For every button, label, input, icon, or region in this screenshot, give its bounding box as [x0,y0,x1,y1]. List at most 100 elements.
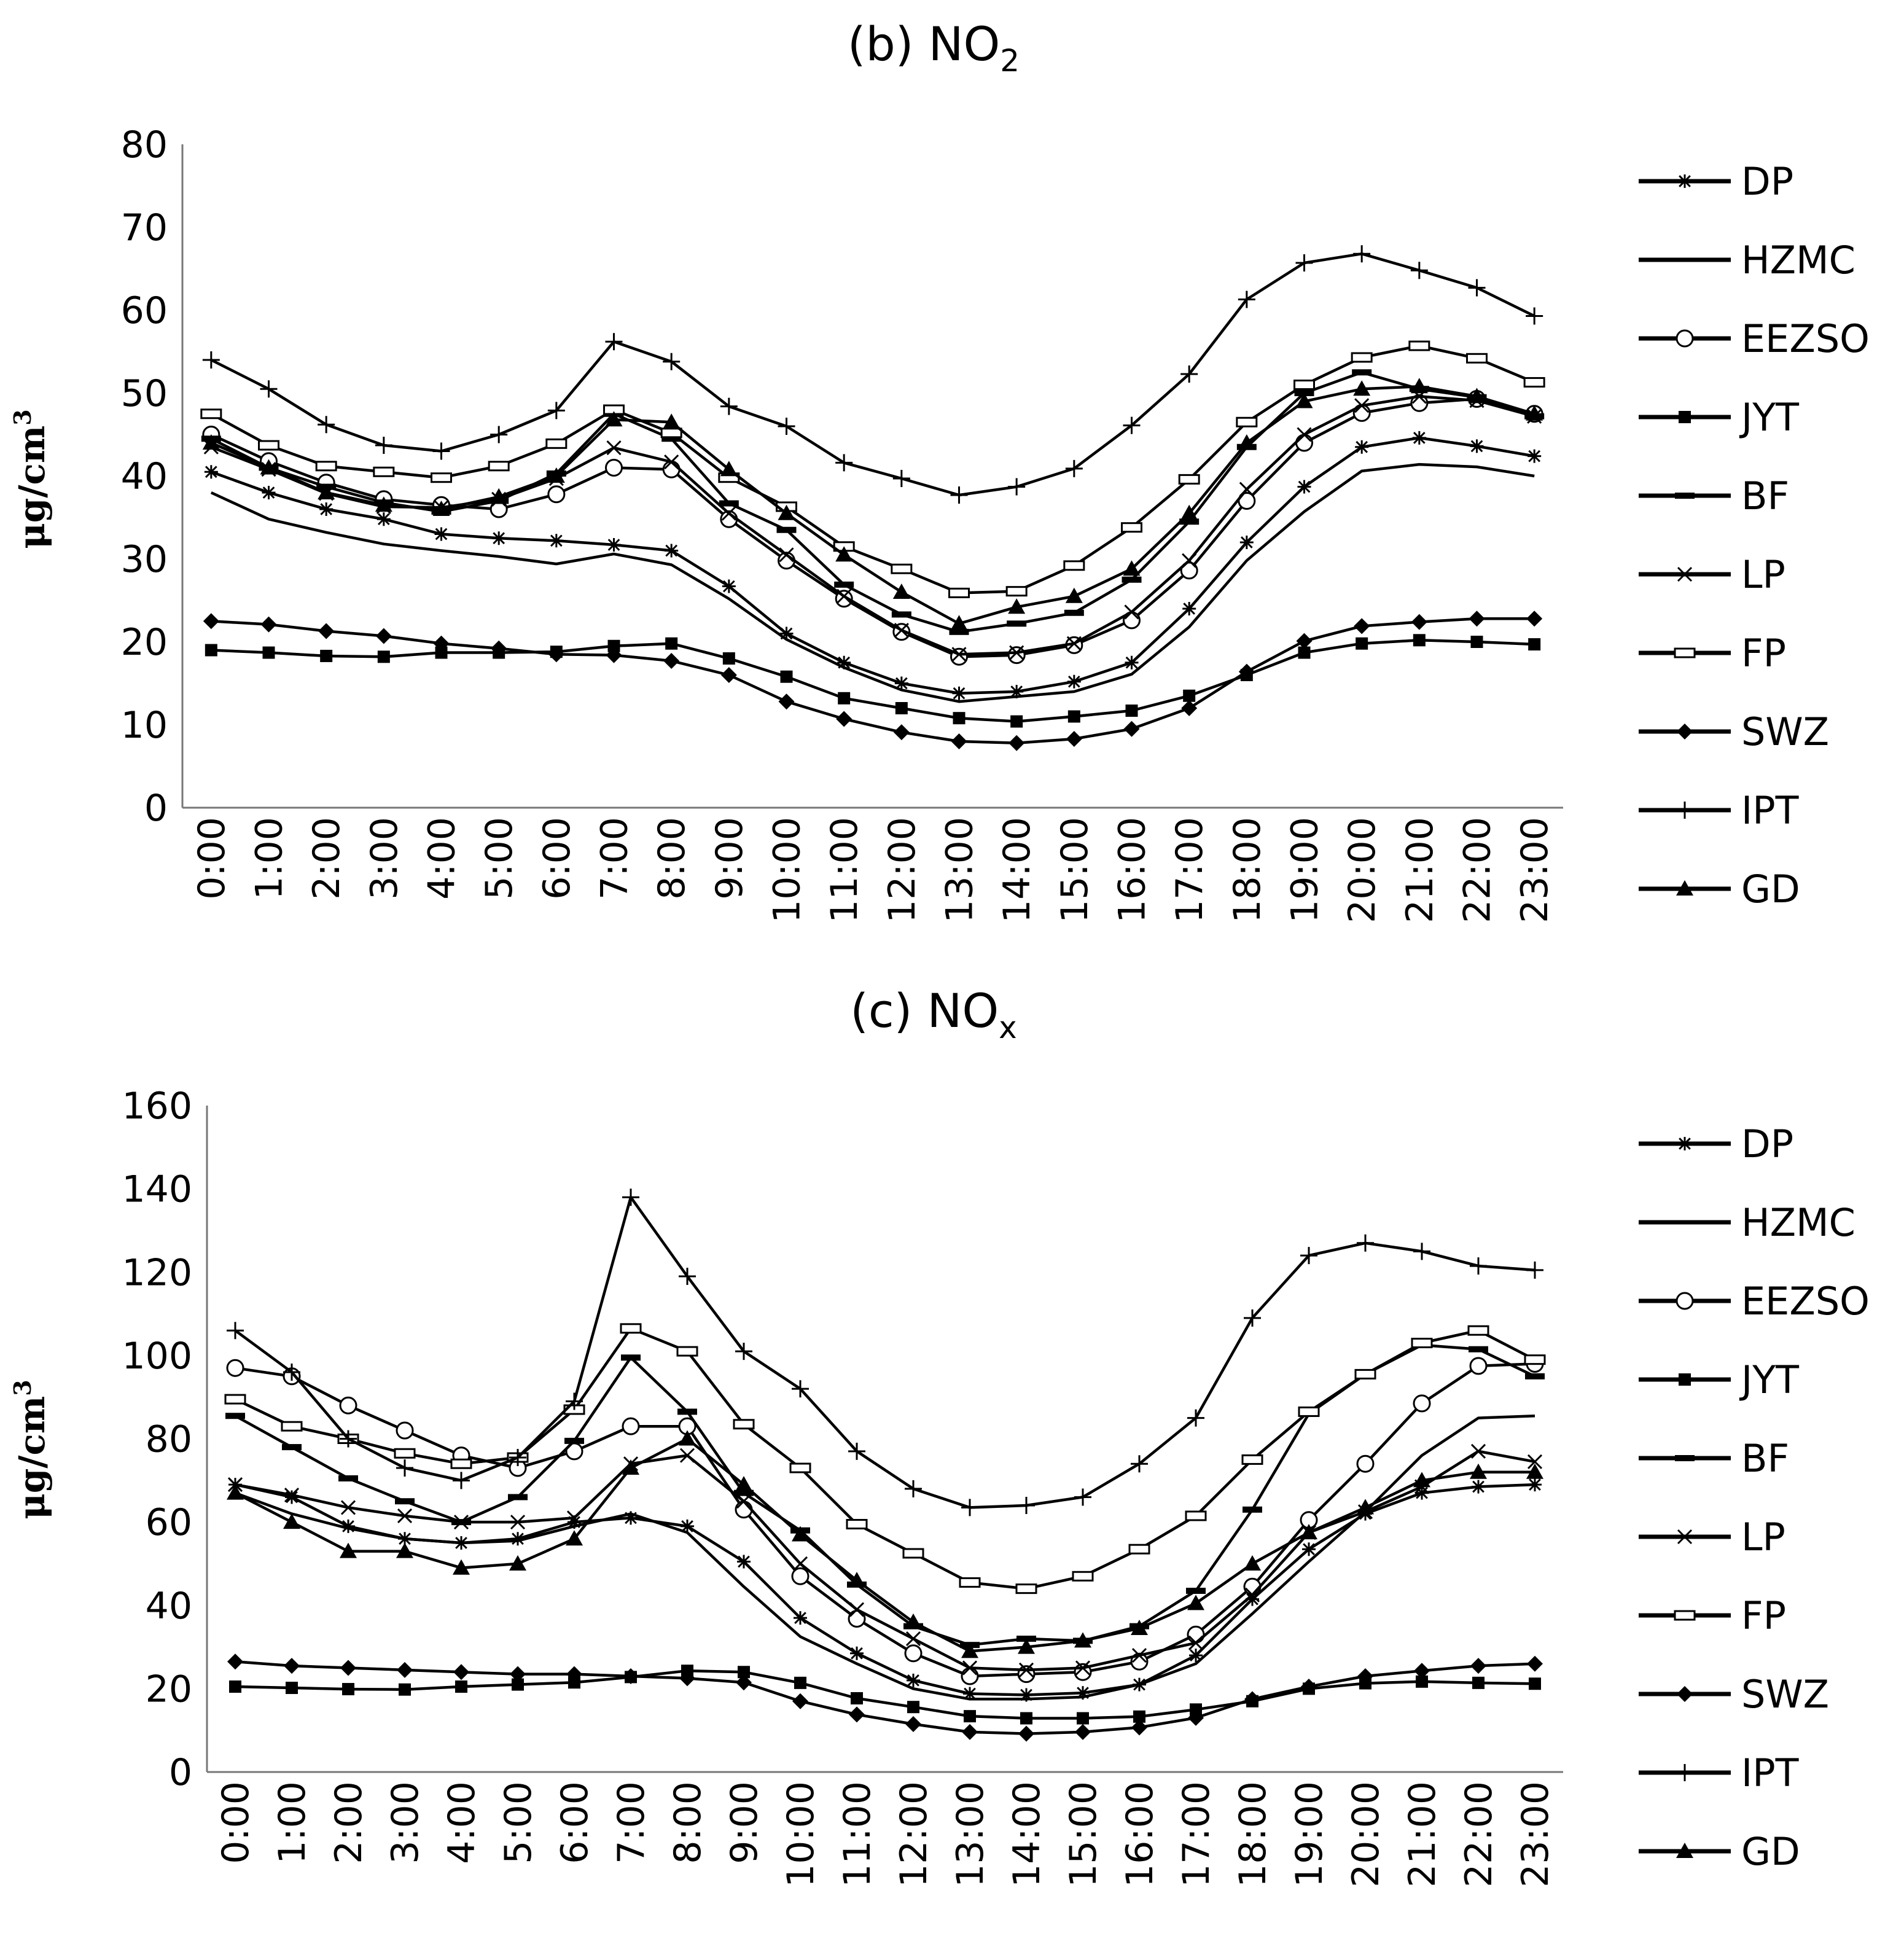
data-point-jyt [1529,1677,1541,1690]
data-point-gd [622,1459,639,1475]
data-point-jyt [342,1683,354,1696]
legend-marker-ipt [1676,802,1693,819]
series-dp [204,431,1542,700]
data-point-jyt [1067,710,1080,723]
x-tick-label: 2:00 [327,1781,370,1864]
data-point-dp [1415,1486,1429,1500]
data-point-ipt [453,1472,470,1489]
legend-entry-dp: DP [1639,159,1793,204]
data-point-fp [660,427,682,439]
data-point-swz [1238,663,1255,680]
data-point-fp [948,587,970,598]
chart-title-subscript: x [999,1010,1017,1045]
legend-label-gd: GD [1741,867,1800,911]
y-axis-label-superscript: 3 [9,1380,36,1395]
data-point-ipt [1123,416,1141,434]
data-point-lp [1297,427,1312,442]
data-point-fp [1178,474,1200,485]
x-tick-label: 12:00 [881,817,924,923]
data-point-ipt [509,1449,526,1467]
data-point-jyt [1077,1712,1089,1725]
x-tick-label: 8:00 [650,817,693,900]
data-point-jyt [455,1680,467,1693]
data-point-eezso [904,1644,923,1663]
legend-marker-gd [1676,1843,1693,1858]
data-point-fp [846,1519,868,1530]
x-tick-label: 20:00 [1341,817,1384,923]
data-point-lp [1124,604,1139,620]
legend-label-dp: DP [1741,159,1793,204]
data-point-jyt [205,644,217,657]
data-point-jyt [320,649,333,662]
data-point-gd [905,1613,922,1629]
legend-entry-jyt: JYT [1639,1357,1800,1402]
x-tick-label: 15:00 [1053,817,1096,923]
legend-entry-fp: FP [1639,631,1786,676]
y-axis-label-superscript: 3 [9,409,36,425]
data-point-ipt [848,1442,865,1460]
data-point-fp [258,440,279,451]
legend-label-gd: GD [1741,1829,1800,1874]
y-tick-label: 30 [121,538,168,581]
data-point-swz [792,1693,808,1709]
data-point-ipt [340,1430,357,1448]
y-tick-label: 120 [122,1251,192,1294]
data-point-swz [893,724,910,741]
legend-label-eezso: EEZSO [1741,1279,1870,1324]
x-tick-label: 4:00 [440,1781,483,1864]
series-jyt [205,634,1541,728]
series-fp [200,340,1545,598]
data-point-ipt [1300,1247,1317,1265]
x-tick-label: 7:00 [593,817,636,900]
data-point-gd [1413,1472,1430,1488]
series-line-gd [234,1437,1535,1653]
legend-label-bf: BF [1741,1436,1789,1481]
data-point-lp [1075,1660,1091,1676]
data-point-gd [1018,1638,1035,1654]
legend-entry-swz: SWZ [1639,709,1829,754]
x-tick-label: 22:00 [1457,1781,1500,1887]
data-point-fp [1524,1354,1546,1365]
data-point-ipt [720,397,738,415]
data-point-swz [905,1716,921,1733]
data-point-jyt [1190,1703,1202,1716]
data-point-ipt [283,1364,300,1381]
legend-marker-ipt [1676,1764,1693,1781]
data-point-ipt [1526,307,1543,325]
data-point-bf [891,611,911,618]
data-point-fp [1293,380,1315,390]
data-point-fp [1005,586,1028,597]
data-point-eezso [791,1567,810,1585]
series-line-ipt [210,252,1535,497]
data-point-dp [204,465,218,479]
legend-entry-dp: DP [1639,1122,1793,1166]
data-point-fp [1408,340,1430,351]
data-point-swz [453,1664,469,1680]
data-point-fp [959,1577,981,1588]
legend-marker-jyt [1679,411,1691,423]
data-point-eezso [622,1417,640,1435]
data-point-ipt [1468,279,1486,297]
data-point-lp [510,1515,526,1530]
legend-marker-swz [1677,1686,1693,1702]
data-point-gd [735,1476,752,1492]
data-point-jyt [568,1676,580,1689]
data-point-jyt [229,1680,241,1693]
data-point-bf [1469,1346,1488,1352]
data-point-gd [961,1642,978,1658]
data-point-gd [835,546,853,562]
data-point-eezso [1469,1357,1488,1375]
data-point-ipt [1018,1497,1035,1514]
data-point-swz [203,613,219,630]
data-point-dp [907,1673,920,1687]
data-point-fp [1467,1325,1489,1336]
x-tick-label: 23:00 [1514,1781,1557,1887]
data-point-lp [664,454,679,470]
data-point-jyt [1133,1710,1145,1723]
data-point-fp [1241,1454,1263,1465]
data-point-swz [778,693,795,710]
data-point-eezso [1187,1625,1205,1644]
data-point-bf [395,1498,415,1505]
data-point-lp [1009,645,1024,660]
data-point-dp [1528,1478,1542,1492]
